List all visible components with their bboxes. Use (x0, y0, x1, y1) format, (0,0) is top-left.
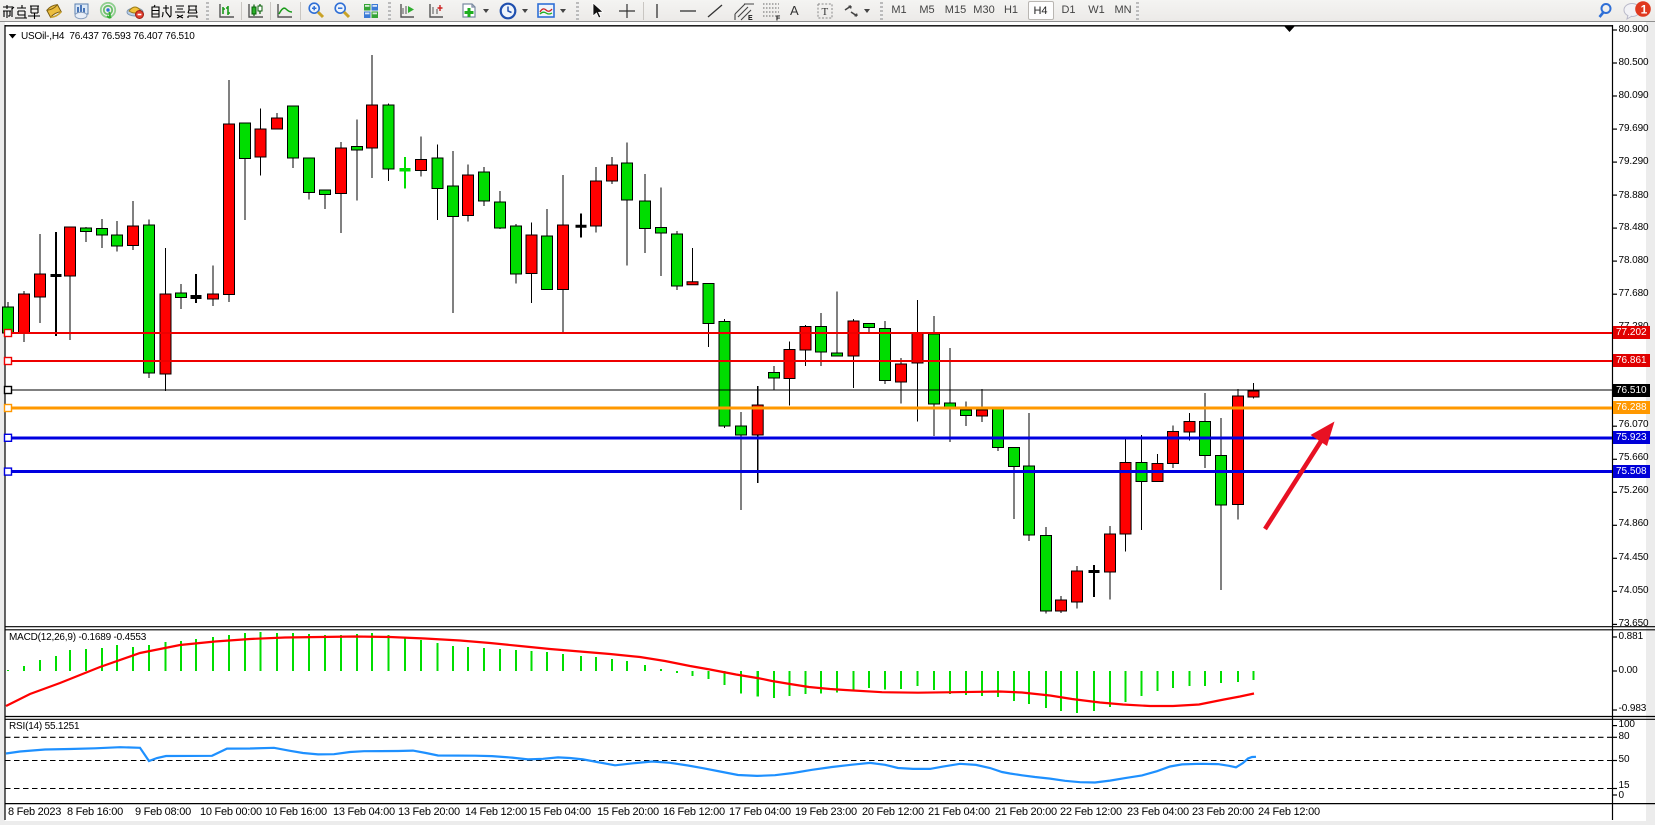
svg-text:T: T (822, 6, 829, 18)
svg-text:E: E (748, 15, 753, 21)
svg-text:F: F (776, 16, 781, 22)
svg-text:1: 1 (1641, 2, 1648, 16)
